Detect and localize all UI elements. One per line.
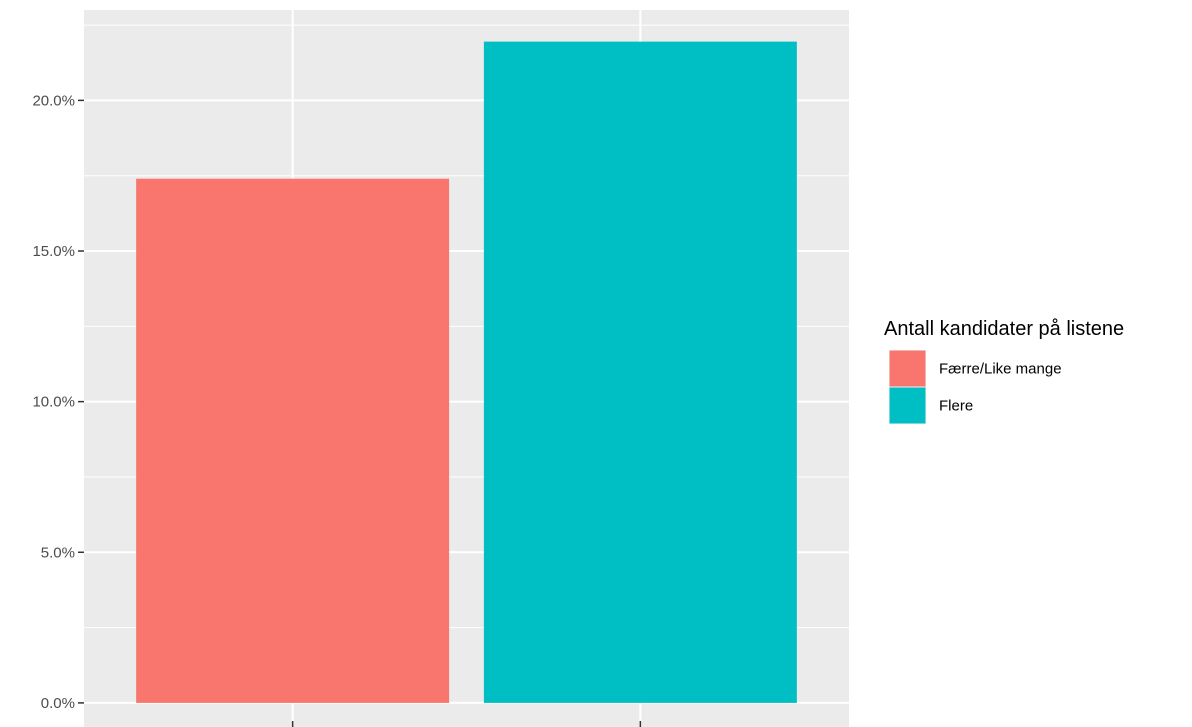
y-tick-label: 10.0% bbox=[32, 394, 75, 411]
legend-label-1: Færre/Like mange bbox=[939, 361, 1062, 378]
y-tick-label: 5.0% bbox=[41, 544, 75, 561]
y-tick-label: 15.0% bbox=[32, 243, 75, 260]
y-axis: 0.0% 5.0% 10.0% 15.0% 20.0% bbox=[32, 92, 84, 712]
legend: Antall kandidater på listene Færre/Like … bbox=[884, 318, 1124, 424]
legend-title: Antall kandidater på listene bbox=[884, 318, 1124, 340]
x-axis bbox=[291, 721, 642, 727]
legend-label-2: Flere bbox=[939, 398, 973, 415]
bar-1 bbox=[136, 178, 450, 703]
bars bbox=[136, 41, 797, 703]
y-tick-label: 0.0% bbox=[41, 695, 75, 712]
legend-key-2 bbox=[889, 387, 926, 424]
legend-key-1 bbox=[889, 350, 926, 387]
bar-2 bbox=[483, 41, 797, 703]
y-tick-label: 20.0% bbox=[32, 92, 75, 109]
